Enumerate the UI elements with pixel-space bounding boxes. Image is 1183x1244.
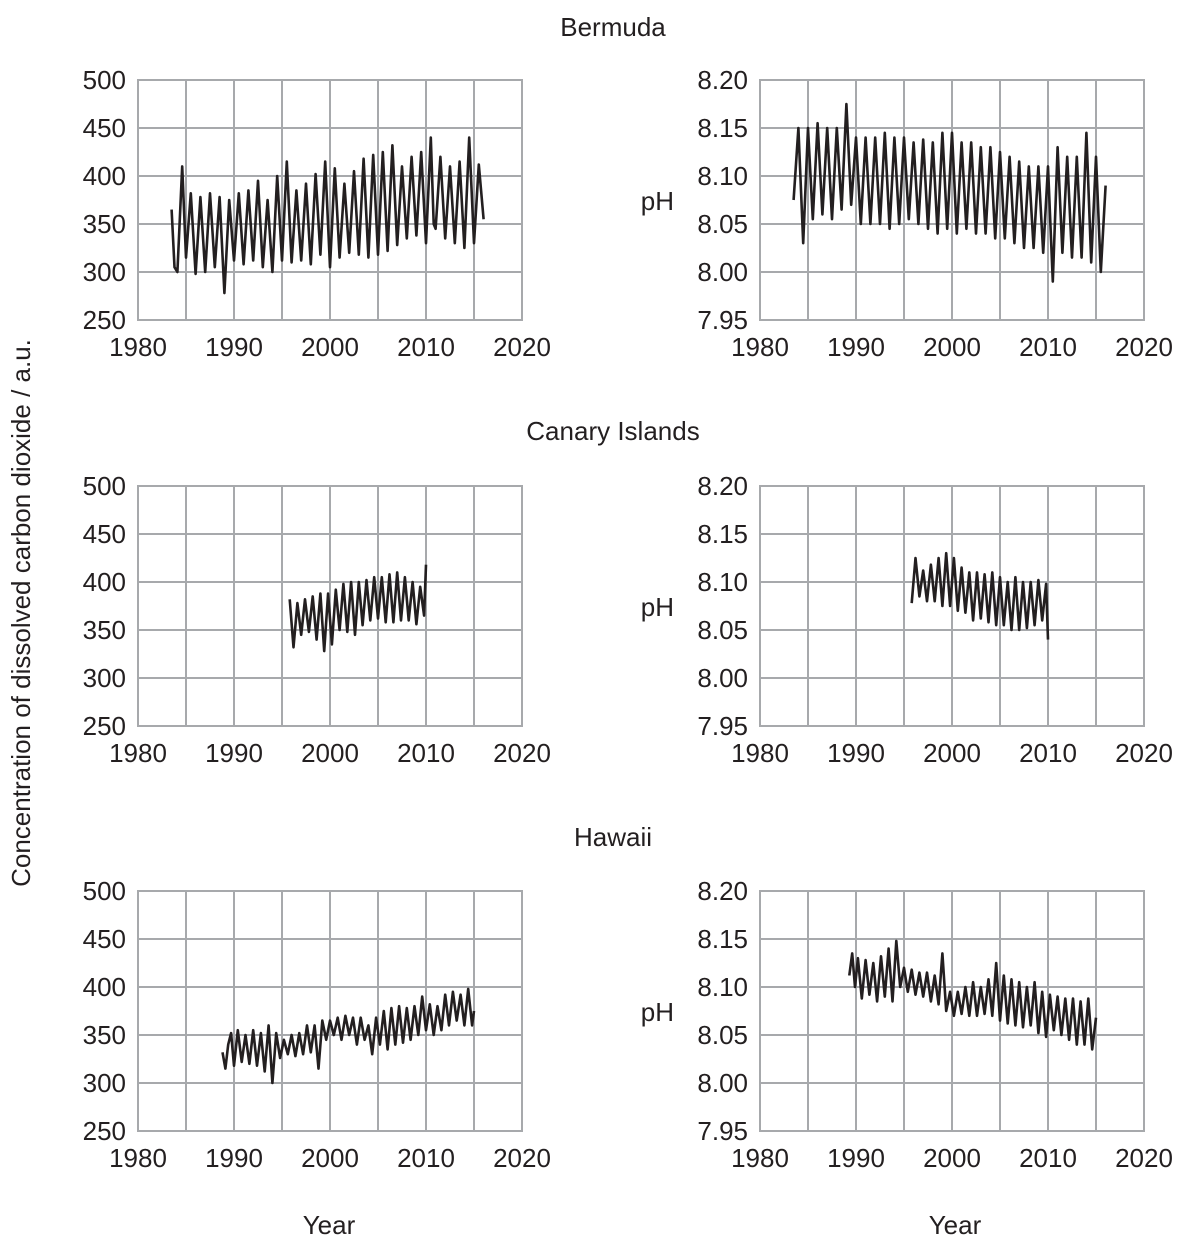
x-gridlines (759, 80, 1145, 320)
y-tick-label: 450 (83, 113, 126, 143)
y-tick-label: 8.20 (697, 876, 748, 906)
x-gridlines (759, 486, 1145, 726)
x-tick-label: 1980 (109, 332, 167, 362)
y-tick-label: 8.15 (697, 519, 748, 549)
panel-hawaii-co2: 1980 1990 2000 2010 2020 250 300 350 400 450 500 (83, 876, 551, 1173)
series-line-hawaii-ph (848, 939, 1098, 1051)
x-axis-label-right: Year (929, 1210, 982, 1240)
y-tick-label: 250 (83, 711, 126, 741)
plot-frame (759, 485, 1145, 727)
y-axis-label: pH (641, 592, 674, 622)
y-tick-label: 8.10 (697, 972, 748, 1002)
panel-bermuda-ph: 1980 1990 2000 2010 2020 7.95 8.00 8.05 8.10 8.15… (641, 65, 1173, 362)
y-tick-label: 8.15 (697, 113, 748, 143)
y-tick-label: 400 (83, 972, 126, 1002)
x-tick-label: 1990 (205, 1143, 263, 1173)
x-tick-label: 2020 (493, 332, 551, 362)
y-tick-label: 7.95 (697, 305, 748, 335)
x-tick-label: 2000 (301, 738, 359, 768)
y-tick-label: 8.05 (697, 615, 748, 645)
y-tick-label: 8.20 (697, 65, 748, 95)
x-tick-label: 1980 (731, 1143, 789, 1173)
chart-panels: 1980 1990 2000 2010 202025030035040045050019… (83, 65, 1173, 1173)
y-tick-label: 8.00 (697, 1068, 748, 1098)
x-axis-label-left: Year (303, 1210, 356, 1240)
y-tick-label: 350 (83, 1020, 126, 1050)
y-tick-label: 350 (83, 209, 126, 239)
x-tick-label: 2000 (923, 332, 981, 362)
y-tick-label: 8.15 (697, 924, 748, 954)
y-tick-label: 250 (83, 1116, 126, 1146)
x-tick-label: 1990 (205, 332, 263, 362)
x-tick-label: 1980 (731, 738, 789, 768)
x-tick-label: 2020 (493, 738, 551, 768)
x-tick-label: 2010 (397, 1143, 455, 1173)
series-line-bermuda-ph (792, 102, 1107, 283)
x-tick-label: 1990 (205, 738, 263, 768)
panel-hawaii-ph: 1980 1990 2000 2010 2020 7.95 8.00 8.05 8.10 8.15… (641, 876, 1173, 1173)
panel-canary-islands-ph: 1980 1990 2000 2010 2020 7.95 8.00 8.05 8.10 8.15… (641, 471, 1173, 768)
x-tick-label: 2000 (923, 738, 981, 768)
row-title-hawaii: Hawaii (574, 822, 652, 852)
row-title-bermuda: Bermuda (560, 12, 666, 42)
y-axis-label: pH (641, 997, 674, 1027)
row-title-canary-islands: Canary Islands (526, 416, 699, 446)
y-axis-label: pH (641, 186, 674, 216)
y-tick-label: 500 (83, 876, 126, 906)
y-tick-label: 300 (83, 663, 126, 693)
y-tick-label: 250 (83, 305, 126, 335)
x-tick-label: 1980 (731, 332, 789, 362)
plot-frame (137, 79, 523, 321)
x-tick-label: 1980 (109, 738, 167, 768)
x-gridlines (137, 80, 523, 320)
x-tick-label: 2000 (923, 1143, 981, 1173)
x-tick-label: 1980 (109, 1143, 167, 1173)
shared-y-axis-label: Concentration of dissolved carbon dioxid… (6, 339, 36, 887)
y-tick-label: 450 (83, 924, 126, 954)
x-tick-label: 1990 (827, 738, 885, 768)
x-tick-label: 2020 (1115, 332, 1173, 362)
x-tick-label: 1990 (827, 1143, 885, 1173)
y-tick-label: 7.95 (697, 1116, 748, 1146)
plot-frame (137, 485, 523, 727)
y-tick-label: 300 (83, 257, 126, 287)
y-tick-label: 300 (83, 1068, 126, 1098)
x-tick-label: 2010 (397, 332, 455, 362)
x-tick-label: 2020 (493, 1143, 551, 1173)
plot-frame (759, 890, 1145, 1132)
y-tick-label: 7.95 (697, 711, 748, 741)
x-tick-label: 2020 (1115, 1143, 1173, 1173)
y-tick-label: 8.05 (697, 209, 748, 239)
y-tick-label: 500 (83, 65, 126, 95)
series-line-canary-islands-ph (910, 551, 1050, 640)
x-tick-label: 2000 (301, 332, 359, 362)
x-tick-label: 1990 (827, 332, 885, 362)
x-gridlines (137, 891, 523, 1131)
y-tick-label: 8.10 (697, 161, 748, 191)
y-tick-label: 400 (83, 567, 126, 597)
y-tick-label: 8.00 (697, 663, 748, 693)
x-tick-label: 2010 (397, 738, 455, 768)
x-tick-label: 2010 (1019, 738, 1077, 768)
y-tick-label: 350 (83, 615, 126, 645)
y-tick-label: 500 (83, 471, 126, 501)
panel-canary-islands-co2: 1980 1990 2000 2010 2020 250 300 350 400 450 500 (83, 471, 551, 768)
y-tick-label: 8.20 (697, 471, 748, 501)
x-tick-label: 2010 (1019, 332, 1077, 362)
y-tick-label: 8.10 (697, 567, 748, 597)
series-line-hawaii-co2 (221, 987, 476, 1085)
plot-frame (137, 890, 523, 1132)
y-tick-label: 400 (83, 161, 126, 191)
x-tick-label: 2010 (1019, 1143, 1077, 1173)
y-tick-label: 8.05 (697, 1020, 748, 1050)
y-tick-label: 8.00 (697, 257, 748, 287)
series-line-bermuda-co2 (170, 136, 485, 295)
series-line-canary-islands-co2 (288, 564, 428, 653)
x-tick-label: 2000 (301, 1143, 359, 1173)
plot-frame (759, 79, 1145, 321)
x-tick-label: 2020 (1115, 738, 1173, 768)
y-tick-label: 450 (83, 519, 126, 549)
panel-bermuda-co2: 1980 1990 2000 2010 2020 250 300 350 400 450 500 (83, 65, 551, 362)
